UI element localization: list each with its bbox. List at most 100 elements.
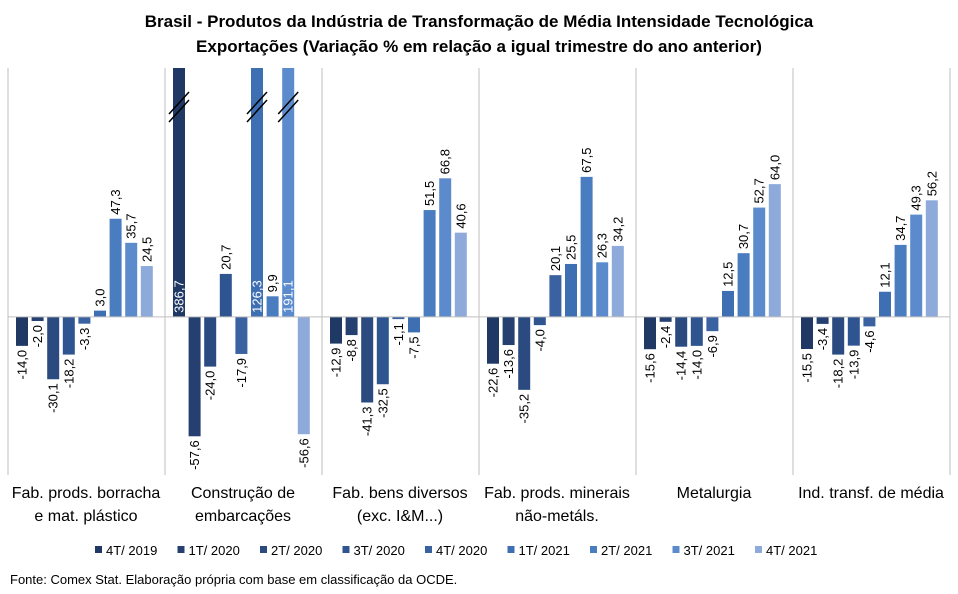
bar [894,244,907,317]
bar [376,316,389,385]
bar [910,214,923,317]
legend-label: 1T/ 2021 [519,543,570,558]
legend-label: 2T/ 2021 [601,543,652,558]
data-label: 30,7 [736,224,751,249]
bar [549,275,562,317]
bar [644,316,656,350]
legend-swatch [590,546,597,553]
bar [31,316,44,321]
data-label: 191,1 [281,280,296,313]
data-label: -8,8 [344,339,359,361]
data-label: -3,4 [815,328,830,350]
bar [706,316,719,332]
bar [533,316,546,326]
data-label: -15,6 [643,353,658,383]
bar [863,316,876,327]
data-label: 52,7 [752,178,767,203]
data-label: 35,7 [124,213,139,238]
data-label: 34,7 [893,216,908,241]
data-label: -32,5 [375,388,390,418]
bar [392,316,405,320]
bar [330,316,342,344]
data-label: 12,1 [878,262,893,287]
data-label: -57,6 [187,440,202,470]
bar [125,242,138,317]
bar [361,316,374,403]
legend-label: 1T/ 2020 [189,543,240,558]
data-label: -13,6 [501,349,516,379]
data-label: 26,3 [595,233,610,258]
bar [109,218,122,317]
legend-swatch [425,546,432,553]
bar [251,68,263,317]
bar [737,253,750,317]
bar [565,263,577,317]
data-label: -14,4 [674,351,689,381]
data-label: 3,0 [93,289,108,307]
data-label: -12,9 [329,348,344,378]
data-label: -22,6 [486,368,501,398]
bar [502,316,515,346]
data-label: -2,0 [30,325,45,347]
data-label: -30,1 [46,383,61,413]
data-label: -13,9 [846,350,861,380]
bar [173,68,185,317]
axis-break [277,99,299,123]
category-label: Fab. prods. borracha e mat. plástico [11,485,161,525]
category-label: Construção de embarcações [190,485,296,525]
legend-label: 4T/ 2020 [436,543,487,558]
data-label: 12,5 [721,262,736,287]
data-label: 9,9 [265,274,280,292]
category-label: Ind. transf. de média [798,485,944,502]
bar [879,291,891,317]
bar [282,68,295,317]
bar [439,178,452,317]
axis-break [246,91,268,115]
data-label: -7,5 [407,336,422,358]
legend-label: 3T/ 2021 [684,543,735,558]
category-label: Fab. prods. minerais não-metáls. [484,485,630,525]
data-label: -15,5 [800,353,815,383]
bar [925,200,938,317]
bar [753,207,766,317]
data-label: -41,3 [360,406,375,436]
bar [611,245,624,317]
bar [345,316,358,336]
data-label: 34,2 [610,217,625,242]
bar [659,316,672,322]
legend-label: 2T/ 2020 [271,543,322,558]
data-label: 49,3 [909,185,924,210]
bar [768,184,781,317]
data-label: -18,2 [61,359,76,389]
category-label: Fab. bens diversos (exc. I&M...) [332,485,468,525]
data-label: -14,0 [689,350,704,380]
data-label: 67,5 [579,148,594,173]
bar [487,316,499,364]
bar [847,316,860,346]
data-label: -3,3 [77,328,92,350]
data-label: 64,0 [767,155,782,180]
data-label: 386,7 [172,280,187,313]
bar [235,316,248,354]
legend-label: 4T/ 2021 [766,543,817,558]
data-label: -4,6 [862,330,877,352]
data-label: -17,9 [234,358,249,388]
data-label: 24,5 [139,237,154,262]
bar [297,316,310,435]
data-label: -24,0 [203,371,218,401]
bar [188,316,201,437]
data-label: -14,0 [15,350,30,380]
data-label: -18,2 [831,359,846,389]
legend-label: 3T/ 2020 [354,543,405,558]
data-label: -6,9 [705,335,720,357]
bar [832,316,845,355]
axis-break [277,91,299,115]
data-label: -1,1 [391,323,406,345]
bar [78,316,91,324]
data-label: -2,4 [658,326,673,348]
chart-subtitle: Exportações (Variação % em relação a igu… [196,37,762,56]
axis-break [168,91,190,115]
legend-swatch [672,546,680,553]
